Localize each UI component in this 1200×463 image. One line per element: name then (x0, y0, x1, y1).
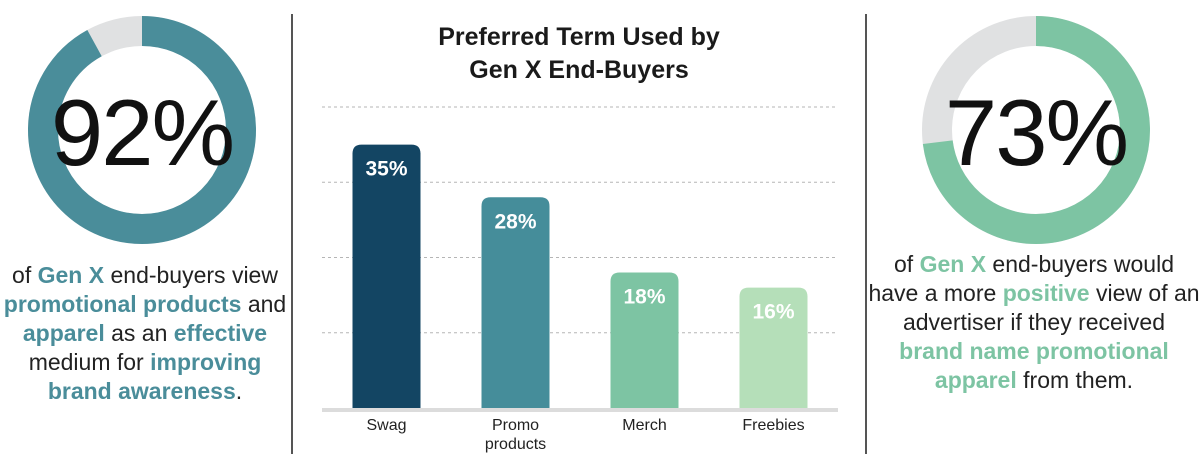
bar-promo-products (481, 197, 550, 408)
bar-chart: 35% Swag 28% Promo products 18% Merch 16% Freebi… (322, 106, 838, 453)
left-stat-panel: 92% of Gen X end-buyers view promotional… (0, 0, 290, 463)
divider-left (291, 14, 293, 454)
stat-text-part: view of an advertiser if they received (902, 280, 1200, 335)
category-label: Merch (622, 417, 666, 434)
bar-value-label: 28% (494, 210, 536, 233)
right-percent: 73% (945, 80, 1127, 185)
right-stat-text: of Gen X end-buyers would have a more po… (868, 250, 1200, 395)
bar-freebies (739, 287, 808, 408)
bar-swag (352, 144, 421, 408)
right-donut-arc (922, 16, 1150, 244)
left-donut-arc (28, 16, 256, 244)
highlight-text: apparel (22, 320, 105, 346)
category-label: Freebies (742, 417, 804, 434)
chart-title-line-1: Preferred Term Used by (438, 23, 720, 51)
highlight-text: improving brand awareness (47, 349, 262, 404)
category-label: Promo (492, 417, 539, 434)
stat-text-part: end-buyers would have a more (868, 251, 1174, 306)
left-donut-chart: 92% (28, 16, 256, 244)
right-stat-panel: 73% of Gen X end-buyers would have a mor… (868, 0, 1200, 463)
stat-text-part: as an (104, 320, 174, 346)
category-label: products (485, 436, 546, 453)
left-percent: 92% (51, 80, 233, 185)
highlight-text: positive (1002, 280, 1090, 306)
bar-value-label: 16% (752, 301, 794, 324)
stat-text-part: and (241, 291, 287, 317)
right-donut-chart: 73% (922, 16, 1150, 244)
stat-text-part: of (12, 262, 38, 288)
highlight-text: Gen X (37, 262, 105, 288)
bar-value-label: 18% (623, 286, 665, 309)
highlight-text: effective (173, 320, 268, 346)
stat-text-part: from them. (1016, 367, 1134, 393)
highlight-text: Gen X (919, 251, 987, 277)
stat-text-part: . (235, 378, 243, 404)
bar-merch (610, 272, 679, 408)
category-label: Swag (366, 417, 406, 434)
chart-title: Preferred Term Used by Gen X End-Buyers (292, 21, 866, 87)
stat-text-part: medium for (28, 349, 151, 375)
stat-text-part: end-buyers view (104, 262, 278, 288)
stat-text-part: of (894, 251, 920, 277)
bar-value-label: 35% (365, 158, 407, 181)
bar-chart-panel: Preferred Term Used by Gen X End-Buyers … (292, 0, 866, 463)
highlight-text: promotional products (3, 291, 242, 317)
chart-title-line-2: Gen X End-Buyers (469, 56, 689, 84)
highlight-text: brand name promotional apparel (899, 338, 1169, 393)
x-axis-baseline (322, 408, 838, 412)
divider-right (865, 14, 867, 454)
left-stat-text: of Gen X end-buyers view promotional pro… (0, 261, 290, 406)
